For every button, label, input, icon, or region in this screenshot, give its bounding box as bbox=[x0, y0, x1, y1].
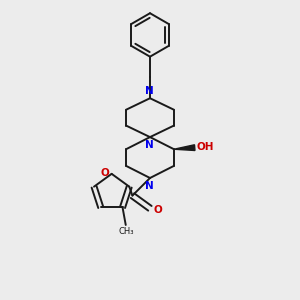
Polygon shape bbox=[174, 145, 195, 151]
Text: N: N bbox=[145, 181, 154, 190]
Text: O: O bbox=[153, 205, 162, 215]
Text: CH₃: CH₃ bbox=[118, 227, 134, 236]
Text: N: N bbox=[145, 86, 154, 96]
Text: N: N bbox=[145, 140, 154, 150]
Text: OH: OH bbox=[196, 142, 214, 152]
Text: O: O bbox=[100, 168, 109, 178]
